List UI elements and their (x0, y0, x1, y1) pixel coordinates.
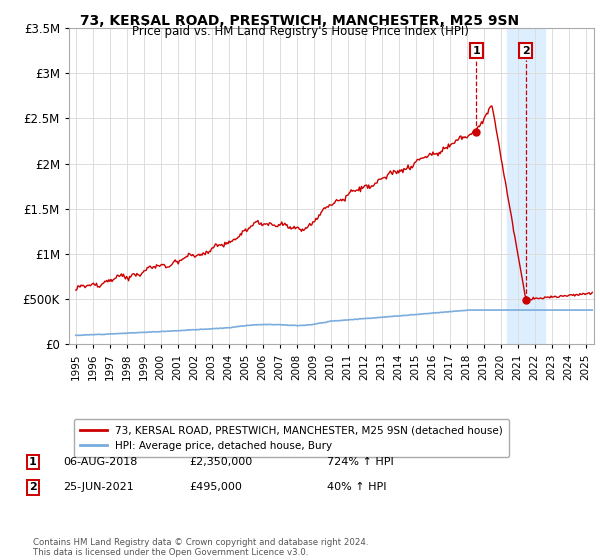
Text: 40% ↑ HPI: 40% ↑ HPI (327, 482, 386, 492)
Text: 1: 1 (29, 457, 37, 467)
Text: 2: 2 (29, 482, 37, 492)
Text: 2: 2 (522, 45, 530, 55)
Text: 724% ↑ HPI: 724% ↑ HPI (327, 457, 394, 467)
Text: 1: 1 (473, 45, 481, 55)
Bar (508, 28, 545, 344)
Text: 73, KERSAL ROAD, PRESTWICH, MANCHESTER, M25 9SN: 73, KERSAL ROAD, PRESTWICH, MANCHESTER, … (80, 14, 520, 28)
Text: Price paid vs. HM Land Registry's House Price Index (HPI): Price paid vs. HM Land Registry's House … (131, 25, 469, 38)
Text: Contains HM Land Registry data © Crown copyright and database right 2024.
This d: Contains HM Land Registry data © Crown c… (33, 538, 368, 557)
Text: 25-JUN-2021: 25-JUN-2021 (63, 482, 134, 492)
Legend: 73, KERSAL ROAD, PRESTWICH, MANCHESTER, M25 9SN (detached house), HPI: Average p: 73, KERSAL ROAD, PRESTWICH, MANCHESTER, … (74, 419, 509, 457)
Text: £495,000: £495,000 (189, 482, 242, 492)
Text: 06-AUG-2018: 06-AUG-2018 (63, 457, 137, 467)
Text: £2,350,000: £2,350,000 (189, 457, 252, 467)
